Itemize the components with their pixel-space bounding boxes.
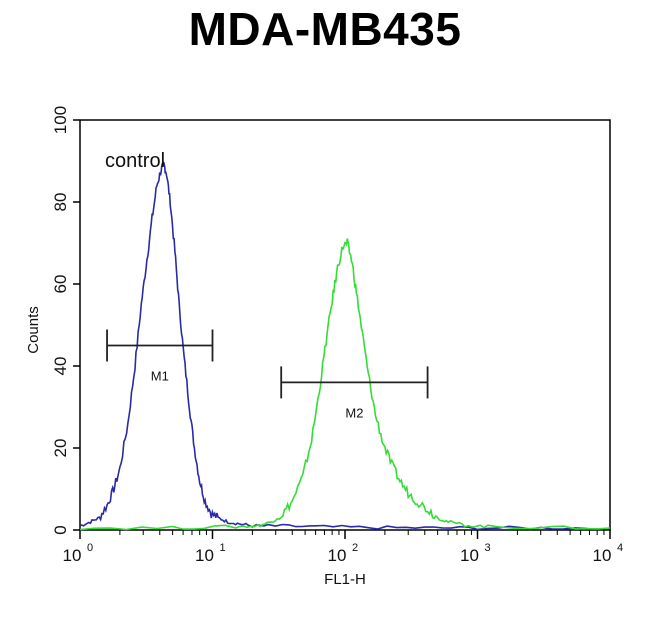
x-tick-exponent: 2 [352,542,358,554]
x-tick-exponent: 3 [485,542,491,554]
x-tick-exponent: 1 [220,542,226,554]
y-axis-title: Counts [25,306,42,354]
x-tick-label: 10 [63,546,82,565]
gate-markers: M1 M2 [106,329,429,420]
x-tick-exponent: 0 [87,542,93,554]
x-tick-exponent: 4 [617,542,623,554]
histogram-series-1 [79,161,611,531]
y-tick-label: 20 [51,439,70,458]
marker-label: M2 [345,405,363,420]
y-tick-label: 60 [51,275,70,294]
x-axis-title: FL1-H [324,571,366,588]
series-layer [79,161,611,531]
histogram-series-2 [79,238,611,531]
x-tick-label: 10 [593,546,612,565]
control-annotation: control [105,150,165,172]
y-tick-label: 40 [51,357,70,376]
x-tick-label: 10 [460,546,479,565]
x-tick-label: 10 [328,546,347,565]
y-tick-label: 80 [51,193,70,212]
chart-title: MDA-MB435 [188,3,462,55]
plot-frame [79,119,611,531]
x-tick-label: 10 [195,546,214,565]
marker-label: M1 [151,369,169,384]
y-tick-label: 100 [51,106,70,134]
y-tick-label: 0 [51,525,70,534]
